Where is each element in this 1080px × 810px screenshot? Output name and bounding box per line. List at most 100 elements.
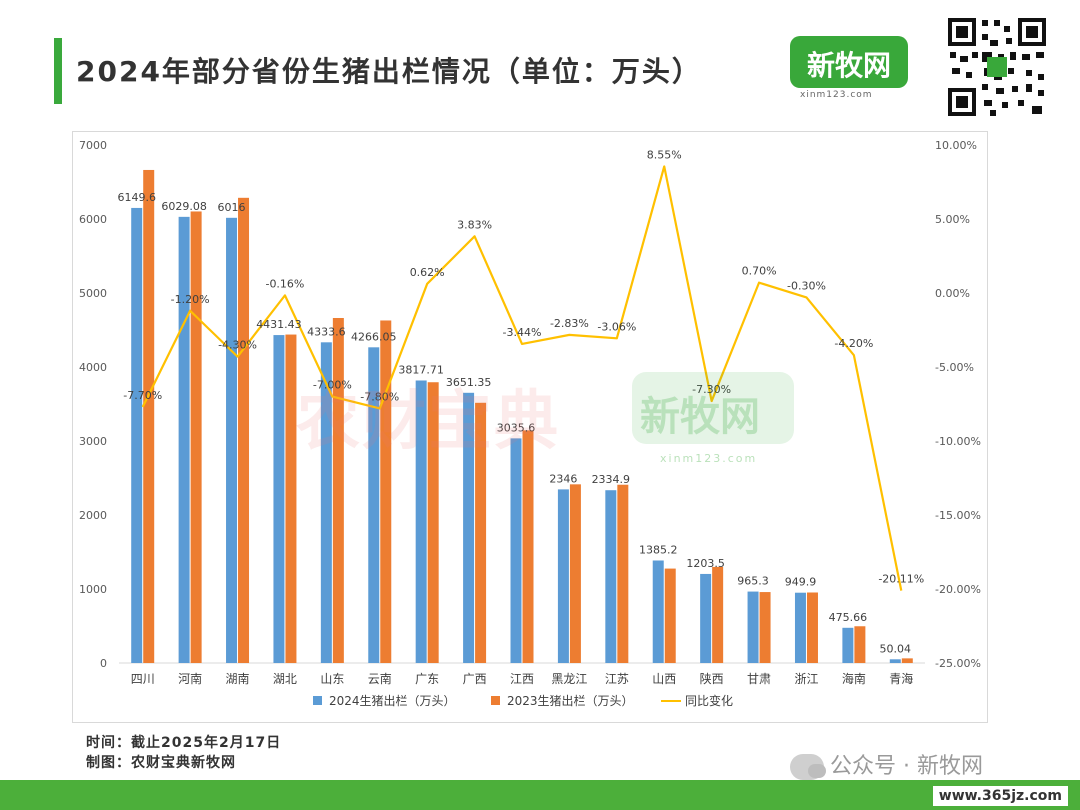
y-left-tick-label: 4000 [79,361,107,374]
y-left-tick-label: 1000 [79,583,107,596]
yoy-value-label: -3.44% [503,326,542,339]
bar-2024 [131,207,143,663]
bar-2024 [226,217,238,663]
x-tick-label: 山西 [652,672,676,686]
wechat-icon [790,754,826,780]
x-tick-label: 海南 [842,671,866,686]
yoy-value-label: -4.20% [834,337,873,350]
bar-value-label: 1203.5 [686,557,725,570]
bar-2024 [178,216,190,663]
bar-2024 [273,335,285,663]
yoy-value-label: -3.06% [597,320,636,333]
bar-2024 [557,489,569,663]
bar-value-label: 50.04 [880,642,912,655]
bar-2023 [190,211,202,663]
bar-2023 [806,592,818,663]
bar-2024 [842,627,854,663]
y-right-tick-label: 5.00% [935,213,970,226]
chart-frame: 0 1000 2000 3000 4000 5000 6000 7000 10.00% 5.00%… [72,131,988,723]
yoy-value-label: 0.70% [742,265,777,278]
yoy-line [141,165,903,591]
bar-2023 [143,169,155,663]
y-right-tick-label: -5.00% [935,361,974,374]
legend-swatch [491,696,500,705]
chart: 0 1000 2000 3000 4000 5000 6000 7000 10.00% 5.00%… [79,139,981,708]
legend-label: 同比变化 [685,693,733,708]
bar-value-label: 475.66 [829,611,868,624]
yoy-value-label: -7.70% [123,389,162,402]
logo-badge [790,36,908,88]
bar-value-label: 965.3 [737,575,769,588]
bar-value-label: 3817.71 [398,363,444,376]
y-left-tick-label: 3000 [79,435,107,448]
wechat-account: 公众号 · 新牧网 [790,748,983,780]
bar-2023 [522,430,534,663]
title-accent-bar [54,38,62,104]
logo-url: xinm123.com [800,90,873,100]
x-tick-label: 青海 [889,671,913,686]
legend-label: 2023生猪出栏（万头） [507,693,634,708]
bar-2024 [794,592,806,663]
yoy-value-label: -0.16% [265,277,304,290]
y-right-tick-label: 0.00% [935,287,970,300]
bar-2023 [854,626,866,663]
bar-value-label: 4333.6 [307,325,346,338]
bar-2024 [510,438,522,663]
bar-2024 [320,342,332,663]
y-left-tick-label: 6000 [79,213,107,226]
wechat-label: 公众号 · 新牧网 [830,754,983,779]
bar-value-label: 6149.6 [117,191,155,204]
legend-label: 2024生猪出栏（万头） [329,693,456,708]
legend-swatch [313,696,322,705]
site-label: www.365jz.com [932,786,1068,806]
x-tick-label: 浙江 [794,672,818,686]
bar-2023 [238,197,250,664]
x-tick-label: 广西 [463,672,487,686]
bar-2023 [475,402,487,663]
bar-2024 [652,560,664,663]
yoy-value-label: 8.55% [647,148,682,161]
x-tick-label: 湖南 [226,671,250,686]
yoy-value-label: -7.00% [313,379,352,392]
x-tick-label: 云南 [368,671,392,686]
y-right-tick-label: -20.00% [935,583,981,596]
y-right-tick-label: -25.00% [935,657,981,670]
bar-2024 [415,380,427,663]
brand-logo: 新牧网 xinm123.com [790,36,910,100]
yoy-value-label: 0.62% [410,266,445,279]
x-tick-label: 广东 [415,672,439,686]
watermark-right-badge [632,372,794,444]
bar-value-label: 6016 [218,201,246,214]
bar-2023 [759,592,771,663]
bar-2024 [605,490,617,663]
y-left-tick-label: 0 [100,657,107,670]
bar-value-label: 3651.35 [446,376,492,389]
yoy-value-label: -2.83% [550,317,589,330]
bar-2023 [332,317,344,663]
yoy-value-label: -7.80% [360,390,399,403]
bar-2023 [664,568,676,663]
yoy-value-label: -20.11% [878,573,924,586]
bar-value-label: 2346 [549,472,577,485]
y-right-tick-label: -10.00% [935,435,981,448]
yoy-value-label: -4.30% [218,339,257,352]
x-tick-label: 山东 [320,672,344,686]
x-tick-label: 陕西 [700,671,724,686]
bar-value-label: 2334.9 [592,473,631,486]
x-tick-label: 江西 [510,672,534,686]
bar-2024 [463,392,475,663]
bar-2023 [427,382,439,663]
y-left-tick-label: 7000 [79,139,107,152]
page-title: 2024年部分省份生猪出栏情况（单位：万头） [76,55,702,88]
bar-2023 [617,484,629,663]
watermark-right: 新牧网 [640,394,760,440]
yoy-value-label: 3.83% [457,218,492,231]
bar-value-label: 3035.6 [497,421,536,434]
bar-2024 [747,591,759,663]
bar-2023 [712,566,724,663]
yoy-value-label: -7.30% [692,383,731,396]
bar-2023 [901,658,913,663]
bar-2023 [569,484,581,663]
x-tick-label: 甘肃 [747,672,771,686]
y-left-tick-label: 5000 [79,287,107,300]
